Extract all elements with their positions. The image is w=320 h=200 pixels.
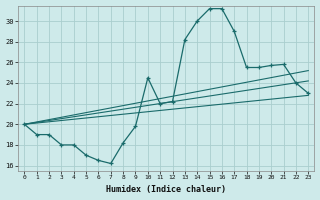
X-axis label: Humidex (Indice chaleur): Humidex (Indice chaleur) — [106, 185, 226, 194]
